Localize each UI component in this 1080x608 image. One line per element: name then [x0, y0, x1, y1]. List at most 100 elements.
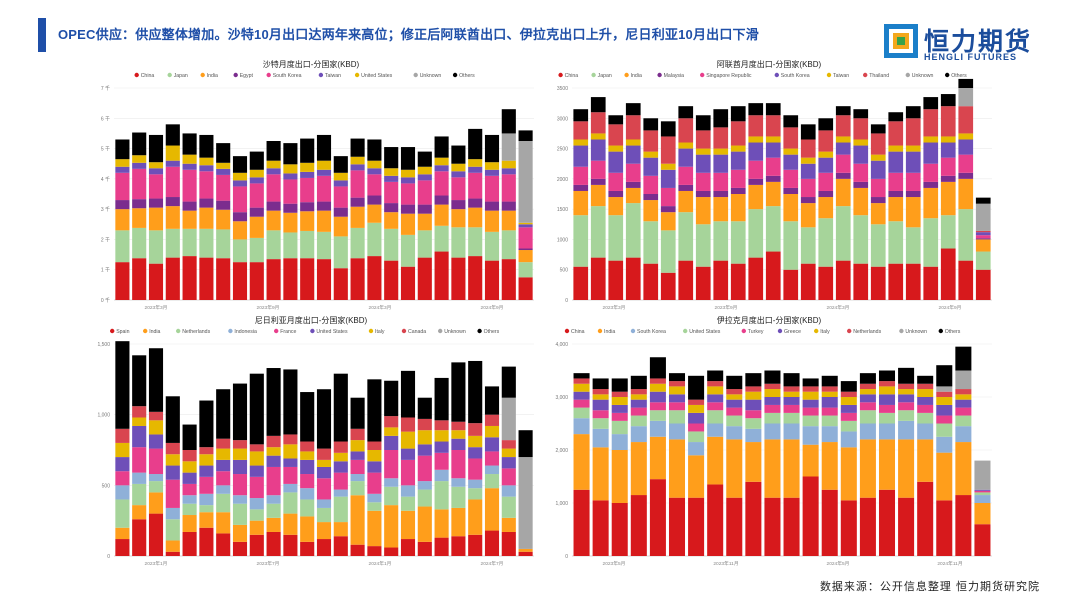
bar-segment: [384, 260, 399, 300]
bar-segment: [730, 194, 746, 222]
bar-segment: [417, 430, 432, 445]
bar-segment: [417, 455, 432, 482]
bar-segment: [451, 438, 466, 450]
bar-segment: [905, 197, 921, 228]
bar-segment: [199, 527, 214, 556]
bar-segment: [660, 121, 676, 137]
bar-segment: [713, 148, 729, 155]
bar-segment: [840, 447, 857, 501]
bar-segment: [958, 78, 974, 88]
bar-segment: [764, 389, 781, 397]
bar-segment: [748, 184, 764, 210]
chart-title: 阿联酋月度出口-分国家(KBD): [717, 59, 822, 69]
bar-segment: [917, 439, 934, 482]
bar-segment: [182, 154, 197, 164]
bar-segment: [745, 410, 762, 419]
bar-segment: [333, 522, 348, 537]
bar-segment: [132, 199, 147, 209]
bar-segment: [434, 441, 449, 453]
bar-segment: [688, 431, 705, 443]
bar-segment: [115, 428, 130, 443]
bar-segment: [417, 481, 432, 490]
bar-segment: [283, 466, 298, 484]
legend-marker: [310, 328, 315, 334]
bar-segment: [630, 394, 647, 400]
bar-segment: [501, 517, 516, 532]
bar-segment: [182, 424, 197, 450]
bar-segment: [936, 386, 953, 392]
bar-segment: [730, 121, 746, 146]
bar-segment: [783, 154, 799, 170]
bar-segment: [958, 88, 974, 107]
bar-segment: [249, 444, 264, 452]
bar-segment: [216, 512, 231, 534]
legend-marker: [683, 328, 688, 334]
bar-segment: [451, 536, 466, 556]
bar-segment: [434, 251, 449, 300]
bar-segment: [232, 448, 248, 460]
bar-segment: [333, 216, 348, 237]
bar-segment: [821, 375, 838, 387]
bar-segment: [592, 394, 609, 400]
bar-segment: [917, 423, 934, 440]
bar-segment: [668, 394, 686, 403]
bar-segment: [573, 418, 590, 435]
bar-segment: [678, 212, 694, 261]
bar-segment: [300, 499, 315, 517]
bar-segment: [802, 386, 819, 392]
bar-segment: [573, 489, 590, 556]
bar-group: [573, 78, 991, 300]
chart-legend: China India South Korea United States Turkey…: [564, 328, 961, 335]
bar-segment: [501, 531, 516, 556]
bar-segment: [898, 439, 915, 498]
bar-segment: [592, 410, 609, 419]
bar-segment: [384, 168, 399, 176]
bar-segment: [182, 515, 197, 532]
bar-segment: [165, 396, 180, 443]
bar-segment: [975, 239, 991, 252]
bar-segment: [783, 397, 800, 405]
legend-label: Indonesia: [234, 329, 257, 335]
legend-marker: [274, 328, 279, 334]
bar-segment: [630, 495, 647, 556]
bar-segment: [878, 423, 896, 440]
bar-segment: [115, 209, 130, 231]
bar-segment: [451, 227, 466, 258]
bar-segment: [974, 492, 991, 496]
bar-segment: [940, 157, 956, 176]
bar-segment: [821, 442, 838, 490]
y-tick-label: 1,000: [555, 501, 568, 507]
bar-segment: [660, 230, 676, 273]
bar-segment: [249, 183, 264, 208]
legend-label: Netherlands: [182, 329, 210, 335]
bar-segment: [501, 440, 516, 449]
bar-segment: [283, 458, 298, 467]
bar-segment: [835, 106, 851, 116]
legend-marker: [266, 72, 271, 78]
bar-segment: [148, 411, 164, 421]
bar-segment: [400, 370, 416, 418]
bar-segment: [649, 479, 666, 556]
bar-segment: [668, 410, 686, 424]
legend-label: India: [631, 73, 642, 79]
bar-segment: [417, 418, 432, 431]
legend-marker: [741, 328, 746, 334]
bar-segment: [625, 103, 641, 116]
bar-segment: [468, 447, 483, 459]
bar-segment: [182, 495, 197, 504]
bar-segment: [216, 168, 231, 175]
bar-group: [115, 109, 533, 300]
bar-segment: [821, 386, 838, 392]
bar-segment: [590, 178, 606, 185]
bar-segment: [115, 166, 130, 173]
bar-segment: [468, 488, 483, 500]
bar-segment: [300, 258, 315, 300]
logo-mark-icon: [884, 24, 918, 58]
bar-segment: [148, 263, 164, 300]
bar-segment: [818, 266, 834, 300]
bar-segment: [199, 400, 214, 448]
bar-segment: [468, 172, 483, 199]
bar-segment: [148, 230, 164, 264]
bar-segment: [132, 155, 147, 163]
bar-segment: [840, 397, 857, 405]
